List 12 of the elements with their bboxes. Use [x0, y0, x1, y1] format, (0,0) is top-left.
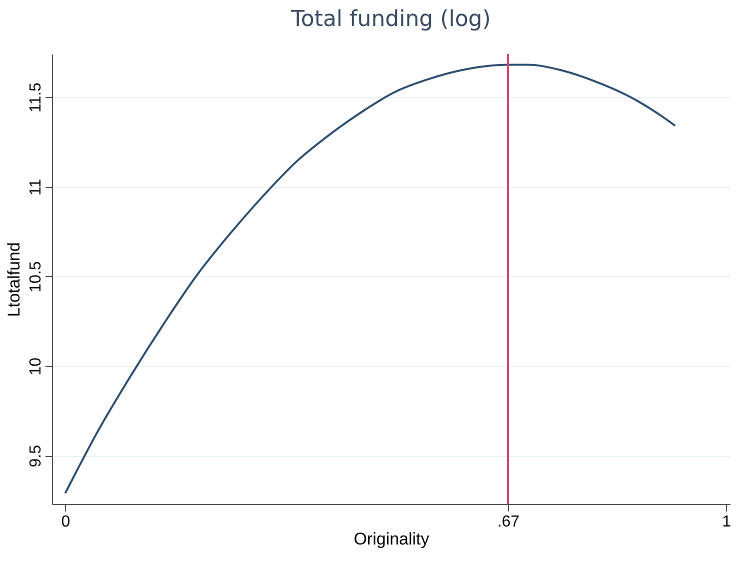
y-tick-label: 10.5 [28, 261, 44, 292]
y-tick-label: 11.5 [28, 82, 44, 113]
line-series [64, 64, 676, 494]
y-axis-title: Ltotalfund [4, 242, 24, 317]
x-axis-title: Originality [354, 530, 430, 548]
x-tick-label: 0 [61, 514, 70, 530]
chart-title: Total funding (log) [290, 7, 491, 32]
y-tick-label: 11 [28, 178, 44, 196]
x-tick-label: .67 [497, 514, 520, 530]
y-tick-label: 10 [28, 357, 44, 376]
x-tick-label: 1 [722, 514, 732, 530]
y-tick-label: 9.5 [28, 444, 44, 468]
